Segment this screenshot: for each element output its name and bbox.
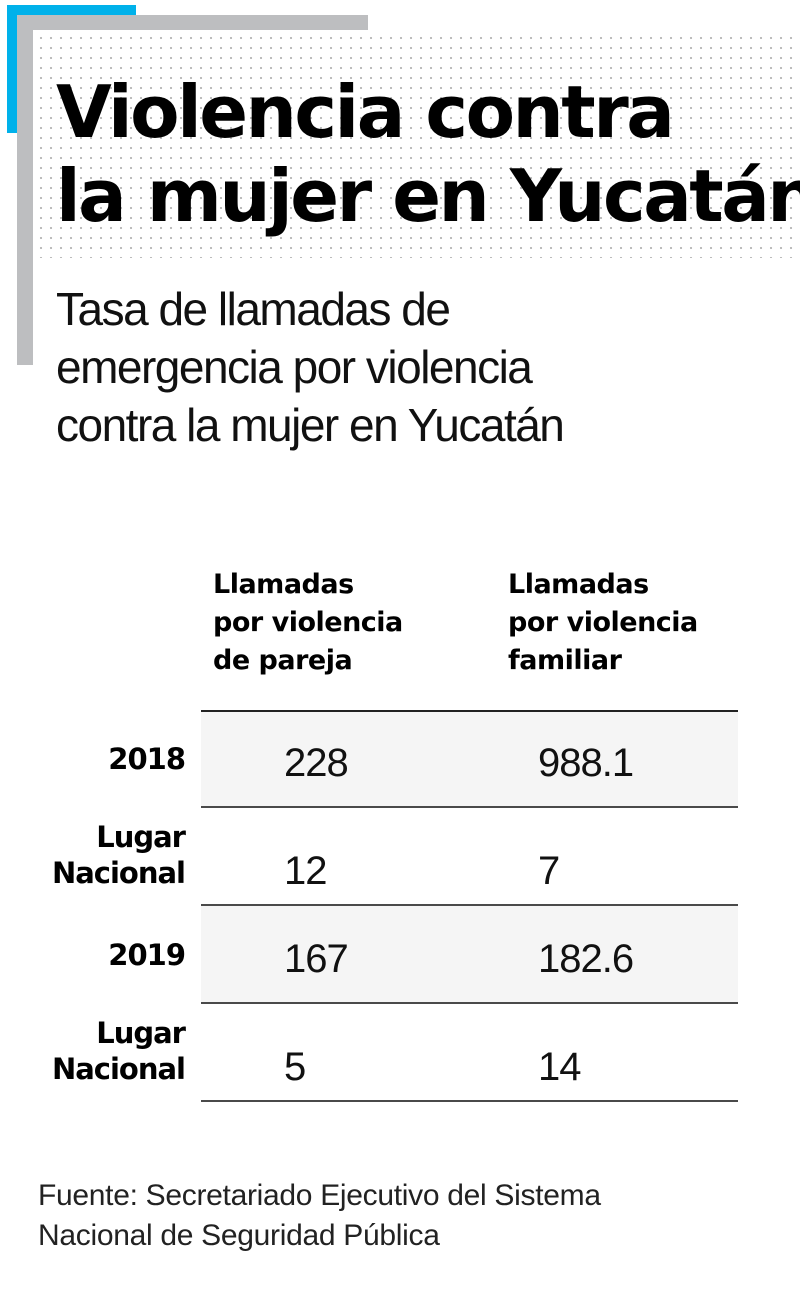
- row-band: [201, 710, 738, 808]
- cell-pareja: 5: [284, 1045, 306, 1089]
- row-band: [201, 906, 738, 1004]
- column-header-line: Llamadas: [508, 569, 649, 600]
- cell-pareja: 228: [284, 741, 349, 785]
- page-title: Violencia contra la mujer en Yucatán: [56, 70, 800, 238]
- row-label-line: Nacional: [51, 856, 186, 890]
- table-row-lugar-2018: Lugar Nacional 12 7: [0, 808, 800, 906]
- row-label: 2019: [108, 937, 186, 973]
- row-label: Lugar Nacional: [51, 819, 186, 891]
- row-label: 2018: [108, 741, 186, 777]
- row-label-line: 2019: [108, 938, 186, 972]
- row-band: [201, 1004, 738, 1102]
- row-divider: [201, 1100, 738, 1102]
- cell-familiar: 7: [538, 849, 560, 893]
- data-table: 2018 228 988.1 Lugar Nacional 12 7 2019 …: [0, 710, 800, 1102]
- source-line-2: Nacional de Seguridad Pública: [38, 1219, 440, 1252]
- row-label-line: Lugar: [96, 820, 186, 854]
- column-header-familiar: Llamadas por violencia familiar: [508, 566, 698, 680]
- table-top-rule: [201, 710, 738, 712]
- column-header-line: de pareja: [213, 645, 353, 676]
- cell-familiar: 14: [538, 1045, 581, 1089]
- subtitle: Tasa de llamadas de emergencia por viole…: [56, 280, 565, 454]
- row-label-line: Lugar: [96, 1016, 186, 1050]
- row-label-line: Nacional: [51, 1052, 186, 1086]
- row-label-line: 2018: [108, 742, 186, 776]
- title-line-1: Violencia contra: [56, 70, 675, 154]
- column-header-line: Llamadas: [213, 569, 354, 600]
- column-header-line: familiar: [508, 645, 622, 676]
- row-divider: [201, 806, 738, 808]
- row-label: Lugar Nacional: [51, 1015, 186, 1087]
- dot-pattern-background: [33, 30, 800, 258]
- table-row-2018: 2018 228 988.1: [0, 710, 800, 808]
- column-header-line: por violencia: [213, 607, 403, 638]
- subtitle-line-1: Tasa de llamadas de: [56, 283, 451, 335]
- cell-pareja: 167: [284, 937, 349, 981]
- title-line-2: la mujer en Yucatán: [56, 154, 800, 238]
- column-header-line: por violencia: [508, 607, 698, 638]
- source-line-1: Fuente: Secretariado Ejecutivo del Siste…: [38, 1179, 601, 1212]
- subtitle-line-3: contra la mujer en Yucatán: [56, 399, 565, 451]
- column-header-pareja: Llamadas por violencia de pareja: [213, 566, 403, 680]
- subtitle-line-2: emergencia por violencia: [56, 341, 533, 393]
- cell-familiar: 182.6: [538, 937, 634, 981]
- cell-pareja: 12: [284, 849, 327, 893]
- table-row-lugar-2019: Lugar Nacional 5 14: [0, 1004, 800, 1102]
- cell-familiar: 988.1: [538, 741, 634, 785]
- row-band: [201, 808, 738, 906]
- row-divider: [201, 1002, 738, 1004]
- row-divider: [201, 904, 738, 906]
- table-row-2019: 2019 167 182.6: [0, 906, 800, 1004]
- source-note: Fuente: Secretariado Ejecutivo del Siste…: [38, 1176, 601, 1256]
